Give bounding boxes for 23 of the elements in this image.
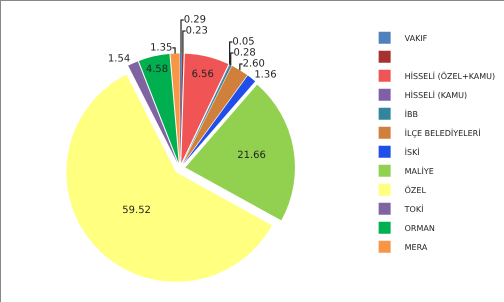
data-label: 0.29 (184, 14, 206, 26)
data-label: 1.35 (150, 42, 172, 54)
data-label: 1.36 (254, 69, 277, 80)
legend-label: HİSSELİ (KAMU) (404, 90, 468, 100)
legend-label: İLÇE BELEDİYELERİ (404, 128, 481, 138)
legend-label: VAKIF (404, 34, 428, 43)
data-label: 59.52 (122, 204, 151, 216)
legend-label: ÖZEL (404, 184, 426, 195)
legend-label: MERA (404, 242, 428, 252)
data-label: 0.05 (232, 36, 255, 48)
legend-label: İSKİ (404, 146, 420, 157)
data-label: 21.66 (237, 150, 266, 162)
legend-label: ORMAN (404, 224, 435, 233)
legend-label: MALİYE (404, 166, 434, 176)
data-label: 0.23 (186, 25, 208, 36)
data-label: 0.28 (233, 47, 256, 58)
legend-label: İBB (404, 108, 418, 119)
legend-label: TOKİ (404, 204, 424, 214)
data-label: 6.56 (192, 69, 214, 80)
data-label: 1.54 (108, 53, 130, 64)
legend-label: HİSSELİ (ÖZEL+KAMU) (404, 70, 496, 81)
data-label: 4.58 (146, 64, 168, 76)
data-label: 2.60 (242, 58, 265, 70)
